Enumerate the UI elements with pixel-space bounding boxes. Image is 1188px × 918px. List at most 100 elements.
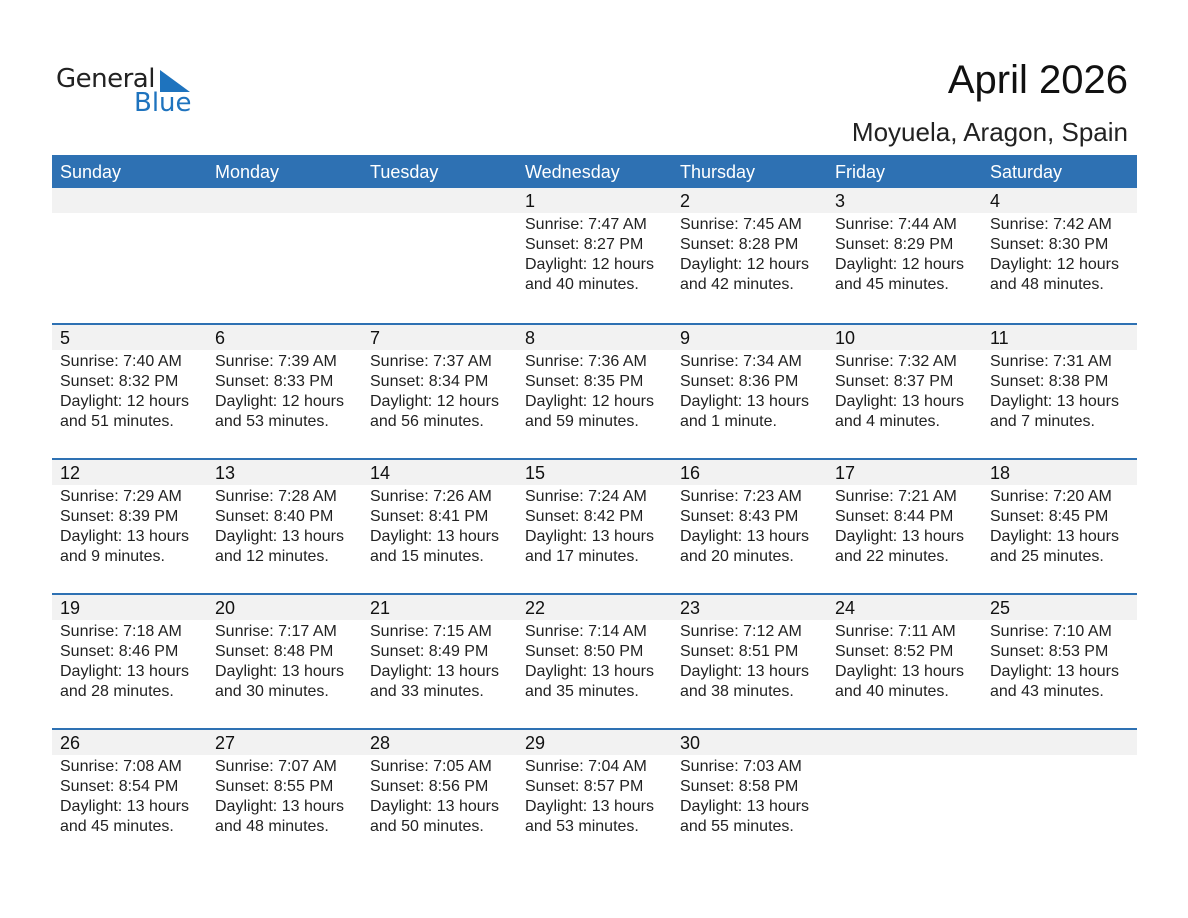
week-row: 26 27 28 29 30 Sunrise: 7:08 AM Sunset: 8:54 P… (52, 728, 1137, 863)
daylight-minutes-text: and 59 minutes. (525, 413, 639, 430)
daylight-text: Daylight: 12 hours (525, 393, 654, 410)
day-cell: Sunrise: 7:34 AM Sunset: 8:36 PM Daylight:… (672, 350, 827, 432)
daylight-text: Daylight: 12 hours (370, 393, 499, 410)
sunrise-text: Sunrise: 7:18 AM (60, 623, 182, 640)
calendar: Sunday Monday Tuesday Wednesday Thursday Frid… (52, 155, 1137, 863)
daylight-text: Daylight: 12 hours (525, 256, 654, 273)
daylight-minutes-text: and 45 minutes. (835, 276, 949, 293)
daylight-minutes-text: and 48 minutes. (990, 276, 1104, 293)
day-cell: Sunrise: 7:29 AM Sunset: 8:39 PM Daylight:… (52, 485, 207, 567)
sunrise-text: Sunrise: 7:14 AM (525, 623, 647, 640)
day-number: 7 (370, 328, 381, 348)
daylight-text: Daylight: 13 hours (835, 528, 964, 545)
sunset-text: Sunset: 8:37 PM (835, 373, 954, 390)
daylight-text: Daylight: 13 hours (60, 528, 189, 545)
logo: General Blue (56, 64, 196, 120)
day-number: 5 (60, 328, 71, 348)
daylight-text: Daylight: 12 hours (680, 256, 809, 273)
daylight-minutes-text: and 45 minutes. (60, 818, 174, 835)
date-strip: 5 6 7 8 9 10 11 (52, 325, 1137, 350)
day-number (827, 730, 982, 755)
sunrise-text: Sunrise: 7:34 AM (680, 353, 802, 370)
sunset-text: Sunset: 8:36 PM (680, 373, 799, 390)
sunset-text: Sunset: 8:34 PM (370, 373, 489, 390)
daylight-minutes-text: and 40 minutes. (525, 276, 639, 293)
daylight-minutes-text: and 30 minutes. (215, 683, 329, 700)
sunrise-text: Sunrise: 7:31 AM (990, 353, 1112, 370)
day-cell (52, 213, 207, 295)
sunrise-text: Sunrise: 7:21 AM (835, 488, 957, 505)
day-cell: Sunrise: 7:40 AM Sunset: 8:32 PM Daylight:… (52, 350, 207, 432)
sunrise-text: Sunrise: 7:04 AM (525, 758, 647, 775)
day-number: 9 (680, 328, 691, 348)
day-number (982, 730, 1137, 755)
day-number: 1 (525, 191, 536, 211)
daylight-minutes-text: and 48 minutes. (215, 818, 329, 835)
day-number: 22 (525, 598, 546, 618)
sunrise-text: Sunrise: 7:45 AM (680, 216, 802, 233)
day-number: 17 (835, 463, 856, 483)
daylight-text: Daylight: 13 hours (525, 798, 654, 815)
day-number: 16 (680, 463, 701, 483)
day-cell: Sunrise: 7:21 AM Sunset: 8:44 PM Daylight:… (827, 485, 982, 567)
sunset-text: Sunset: 8:50 PM (525, 643, 644, 660)
daylight-minutes-text: and 1 minute. (680, 413, 777, 430)
daylight-text: Daylight: 13 hours (680, 393, 809, 410)
day-number: 30 (680, 733, 701, 753)
day-number: 6 (215, 328, 226, 348)
daylight-text: Daylight: 13 hours (525, 528, 654, 545)
sunset-text: Sunset: 8:54 PM (60, 778, 179, 795)
daylight-minutes-text: and 25 minutes. (990, 548, 1104, 565)
daylight-minutes-text: and 56 minutes. (370, 413, 484, 430)
date-strip: 12 13 14 15 16 17 18 (52, 460, 1137, 485)
sunset-text: Sunset: 8:39 PM (60, 508, 179, 525)
sunrise-text: Sunrise: 7:32 AM (835, 353, 957, 370)
day-number: 23 (680, 598, 701, 618)
daylight-minutes-text: and 35 minutes. (525, 683, 639, 700)
day-cell: Sunrise: 7:03 AM Sunset: 8:58 PM Daylight:… (672, 755, 827, 837)
day-number: 12 (60, 463, 81, 483)
day-number: 26 (60, 733, 81, 753)
day-cell: Sunrise: 7:04 AM Sunset: 8:57 PM Daylight:… (517, 755, 672, 837)
week-details: Sunrise: 7:18 AM Sunset: 8:46 PM Daylight:… (52, 620, 1137, 702)
daylight-text: Daylight: 13 hours (835, 663, 964, 680)
date-strip: 1 2 3 4 (52, 188, 1137, 213)
day-cell: Sunrise: 7:17 AM Sunset: 8:48 PM Daylight:… (207, 620, 362, 702)
day-cell: Sunrise: 7:31 AM Sunset: 8:38 PM Daylight:… (982, 350, 1137, 432)
sunrise-text: Sunrise: 7:17 AM (215, 623, 337, 640)
daylight-minutes-text: and 12 minutes. (215, 548, 329, 565)
sunrise-text: Sunrise: 7:39 AM (215, 353, 337, 370)
sunrise-text: Sunrise: 7:24 AM (525, 488, 647, 505)
sunrise-text: Sunrise: 7:29 AM (60, 488, 182, 505)
sunrise-text: Sunrise: 7:40 AM (60, 353, 182, 370)
day-number: 27 (215, 733, 236, 753)
day-cell: Sunrise: 7:12 AM Sunset: 8:51 PM Daylight:… (672, 620, 827, 702)
sunset-text: Sunset: 8:30 PM (990, 236, 1109, 253)
daylight-text: Daylight: 13 hours (60, 798, 189, 815)
day-number: 11 (990, 328, 1009, 348)
day-cell: Sunrise: 7:37 AM Sunset: 8:34 PM Daylight:… (362, 350, 517, 432)
day-number: 18 (990, 463, 1011, 483)
daylight-text: Daylight: 13 hours (215, 663, 344, 680)
date-strip: 26 27 28 29 30 (52, 730, 1137, 755)
day-cell (827, 755, 982, 837)
day-number: 24 (835, 598, 856, 618)
daylight-text: Daylight: 12 hours (60, 393, 189, 410)
daylight-minutes-text: and 51 minutes. (60, 413, 174, 430)
week-row: 5 6 7 8 9 10 11 Sunrise: 7:40 AM Sunset: 8:32 PM… (52, 323, 1137, 458)
week-row: 12 13 14 15 16 17 18 Sunrise: 7:29 AM Sunset: 8:… (52, 458, 1137, 593)
sunset-text: Sunset: 8:57 PM (525, 778, 644, 795)
daylight-minutes-text: and 9 minutes. (60, 548, 165, 565)
daylight-text: Daylight: 13 hours (835, 393, 964, 410)
day-cell: Sunrise: 7:45 AM Sunset: 8:28 PM Daylight:… (672, 213, 827, 295)
sunset-text: Sunset: 8:51 PM (680, 643, 799, 660)
sunset-text: Sunset: 8:49 PM (370, 643, 489, 660)
sunrise-text: Sunrise: 7:08 AM (60, 758, 182, 775)
day-cell: Sunrise: 7:20 AM Sunset: 8:45 PM Daylight:… (982, 485, 1137, 567)
day-cell: Sunrise: 7:32 AM Sunset: 8:37 PM Daylight:… (827, 350, 982, 432)
sunrise-text: Sunrise: 7:37 AM (370, 353, 492, 370)
day-number: 13 (215, 463, 236, 483)
day-cell: Sunrise: 7:07 AM Sunset: 8:55 PM Daylight:… (207, 755, 362, 837)
day-cell: Sunrise: 7:26 AM Sunset: 8:41 PM Daylight:… (362, 485, 517, 567)
sunset-text: Sunset: 8:52 PM (835, 643, 954, 660)
